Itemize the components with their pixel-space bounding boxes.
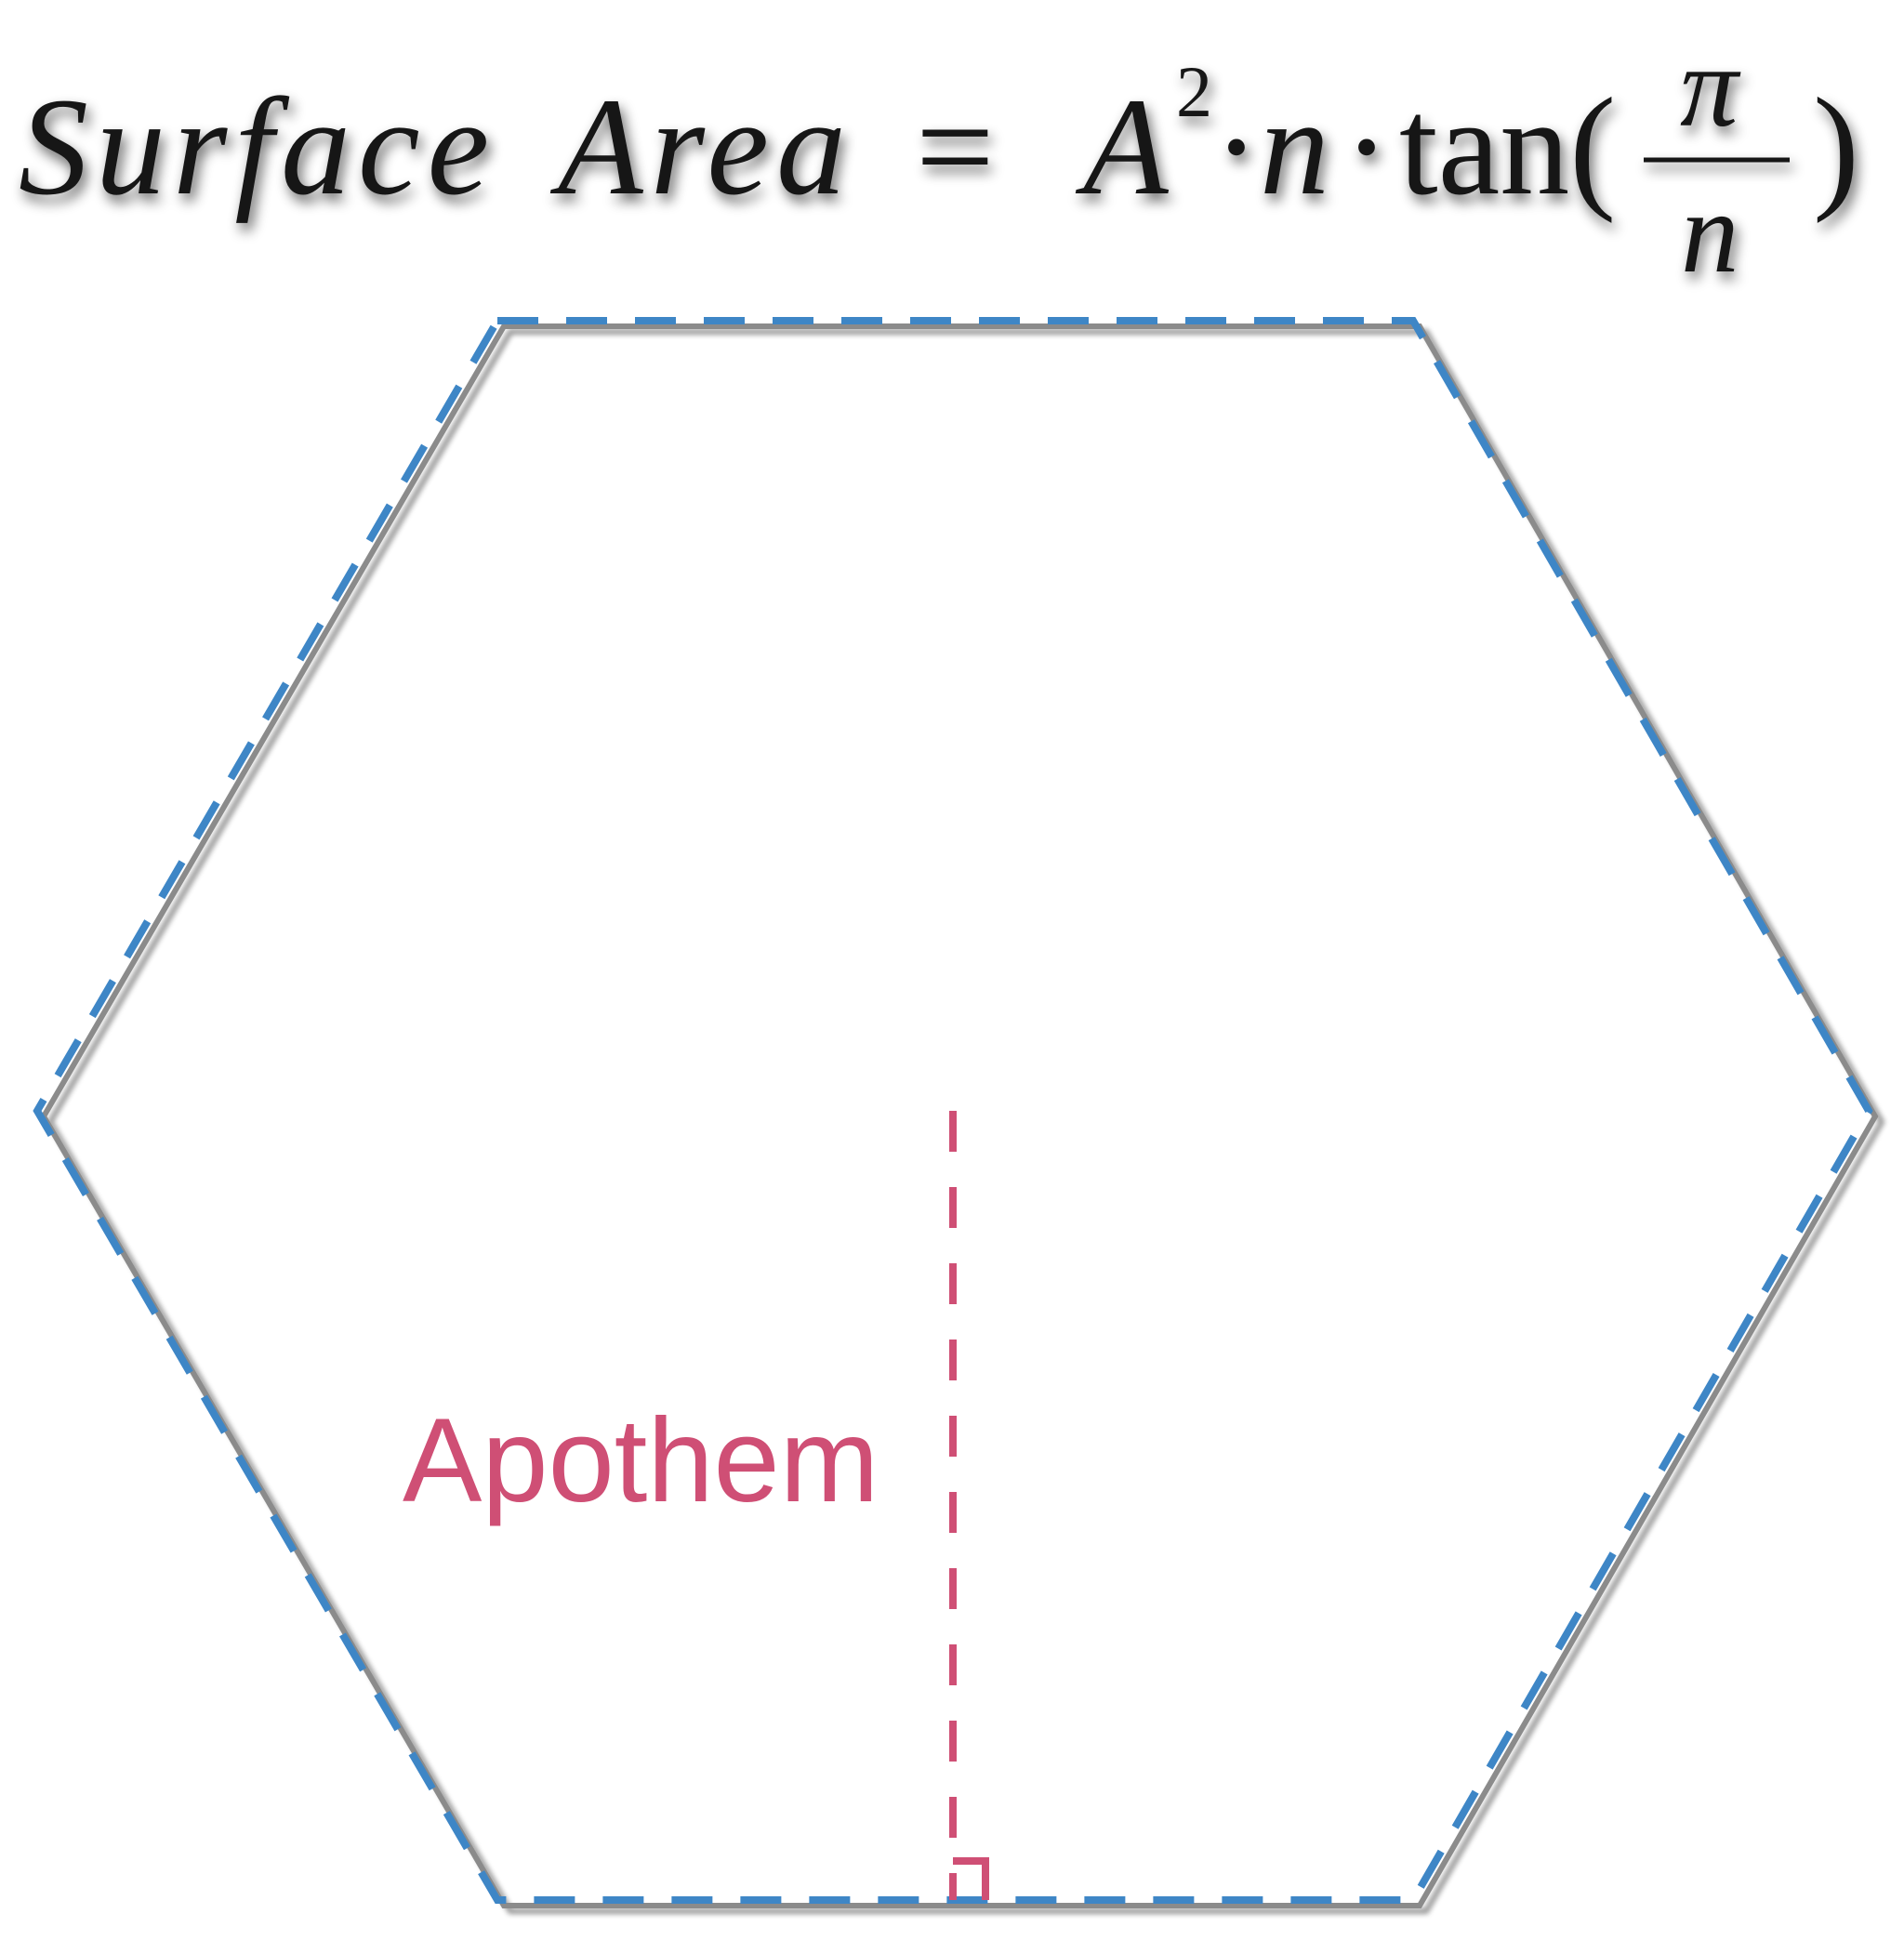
formula-equals-sign: = (916, 70, 995, 224)
formula-exponent: 2 (1176, 51, 1212, 132)
formula-area-word: Area (549, 70, 853, 224)
hexagon-shadow-outline (40, 323, 1879, 1908)
formula-dot-two: · (1343, 70, 1390, 224)
formula-dot-one: · (1213, 70, 1260, 224)
hexagon-group (33, 317, 1879, 1908)
formula-denominator-n: n (1681, 169, 1739, 297)
formula-tan-function: tan( (1399, 70, 1616, 224)
surface-area-formula: Surface Area = A 2 · n · tan( π n ) (19, 23, 1859, 297)
formula-close-paren: ) (1813, 70, 1859, 224)
formula-surface-word: Surface (19, 70, 496, 224)
formula-numerator-pi: π (1680, 23, 1741, 152)
hexagon-outline (33, 317, 1873, 1904)
formula-n-variable: n (1260, 70, 1329, 224)
apothem-label: Apothem (403, 1394, 879, 1527)
apothem-group: Apothem (403, 1111, 989, 1900)
formula-base-a: A (1075, 70, 1170, 224)
right-angle-marker (953, 1857, 989, 1900)
